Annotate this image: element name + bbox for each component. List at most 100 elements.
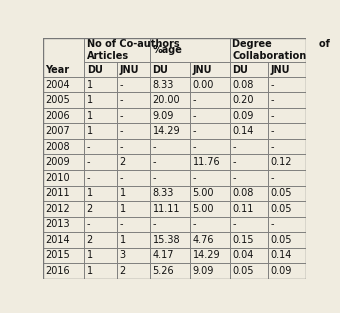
Bar bbox=[268, 170, 306, 186]
Bar bbox=[230, 77, 268, 92]
Text: 1: 1 bbox=[87, 250, 93, 260]
Bar bbox=[42, 263, 84, 279]
Text: -: - bbox=[192, 95, 196, 105]
Bar bbox=[268, 217, 306, 232]
Bar bbox=[117, 186, 150, 201]
Text: -: - bbox=[271, 126, 274, 136]
Text: -: - bbox=[153, 142, 156, 152]
Bar bbox=[84, 108, 117, 123]
Bar bbox=[190, 232, 230, 248]
Text: 11.11: 11.11 bbox=[153, 204, 180, 214]
Text: 0.08: 0.08 bbox=[232, 188, 254, 198]
Text: 0.12: 0.12 bbox=[271, 157, 292, 167]
Bar bbox=[230, 186, 268, 201]
Text: 2015: 2015 bbox=[45, 250, 70, 260]
Bar bbox=[190, 108, 230, 123]
Bar bbox=[190, 62, 230, 77]
Bar bbox=[268, 77, 306, 92]
Text: 2004: 2004 bbox=[45, 80, 70, 90]
Text: 0.14: 0.14 bbox=[232, 126, 254, 136]
Bar bbox=[230, 263, 268, 279]
Bar bbox=[150, 139, 190, 155]
Text: -: - bbox=[192, 142, 196, 152]
Text: 15.38: 15.38 bbox=[153, 235, 180, 245]
Text: 2010: 2010 bbox=[45, 173, 70, 183]
Text: -: - bbox=[192, 219, 196, 229]
Bar bbox=[150, 108, 190, 123]
Text: -: - bbox=[120, 95, 123, 105]
Text: DU: DU bbox=[87, 64, 103, 74]
Text: 2016: 2016 bbox=[45, 266, 70, 276]
Bar bbox=[42, 217, 84, 232]
Text: 0.11: 0.11 bbox=[232, 204, 254, 214]
Text: JNU: JNU bbox=[120, 64, 139, 74]
Text: 2012: 2012 bbox=[45, 204, 70, 214]
Text: 0.09: 0.09 bbox=[232, 111, 254, 121]
Text: DU: DU bbox=[153, 64, 169, 74]
Text: -: - bbox=[120, 219, 123, 229]
Text: 0.04: 0.04 bbox=[232, 250, 254, 260]
Bar bbox=[117, 263, 150, 279]
Bar bbox=[150, 232, 190, 248]
Bar bbox=[117, 62, 150, 77]
Bar bbox=[150, 77, 190, 92]
Text: 0.08: 0.08 bbox=[232, 80, 254, 90]
Bar bbox=[190, 77, 230, 92]
Bar bbox=[268, 248, 306, 263]
Text: -: - bbox=[271, 173, 274, 183]
Text: 2014: 2014 bbox=[45, 235, 70, 245]
Text: 1: 1 bbox=[120, 204, 126, 214]
Text: JNU: JNU bbox=[271, 64, 290, 74]
Bar bbox=[117, 217, 150, 232]
Text: Year: Year bbox=[45, 64, 69, 74]
Text: 1: 1 bbox=[87, 95, 93, 105]
Bar bbox=[84, 170, 117, 186]
Text: 20.00: 20.00 bbox=[153, 95, 180, 105]
Text: 9.09: 9.09 bbox=[153, 111, 174, 121]
Text: -: - bbox=[120, 126, 123, 136]
Bar bbox=[190, 170, 230, 186]
Bar bbox=[268, 263, 306, 279]
Bar bbox=[150, 170, 190, 186]
Bar bbox=[42, 38, 84, 77]
Bar bbox=[268, 186, 306, 201]
Text: 0.05: 0.05 bbox=[271, 235, 292, 245]
Text: 2: 2 bbox=[120, 266, 126, 276]
Bar bbox=[150, 38, 230, 62]
Bar bbox=[230, 170, 268, 186]
Text: No of Co-authors
Articles: No of Co-authors Articles bbox=[87, 39, 180, 61]
Bar bbox=[230, 217, 268, 232]
Text: 2: 2 bbox=[87, 204, 93, 214]
Text: 0.09: 0.09 bbox=[271, 266, 292, 276]
Bar bbox=[190, 263, 230, 279]
Bar bbox=[190, 139, 230, 155]
Bar bbox=[117, 232, 150, 248]
Bar bbox=[84, 123, 117, 139]
Text: 1: 1 bbox=[120, 235, 126, 245]
Text: 9.09: 9.09 bbox=[192, 266, 214, 276]
Text: -: - bbox=[120, 80, 123, 90]
Text: 5.00: 5.00 bbox=[192, 188, 214, 198]
Text: %age: %age bbox=[153, 45, 183, 55]
Bar bbox=[84, 217, 117, 232]
Text: 0.15: 0.15 bbox=[232, 235, 254, 245]
Bar bbox=[84, 139, 117, 155]
Text: 1: 1 bbox=[87, 126, 93, 136]
Bar bbox=[150, 123, 190, 139]
Text: -: - bbox=[271, 142, 274, 152]
Bar bbox=[150, 92, 190, 108]
Text: 1: 1 bbox=[87, 111, 93, 121]
Text: -: - bbox=[192, 111, 196, 121]
Text: 0.05: 0.05 bbox=[232, 266, 254, 276]
Text: 2011: 2011 bbox=[45, 188, 70, 198]
Bar bbox=[268, 62, 306, 77]
Text: 4.76: 4.76 bbox=[192, 235, 214, 245]
Text: DU: DU bbox=[232, 64, 248, 74]
Text: 8.33: 8.33 bbox=[153, 80, 174, 90]
Bar bbox=[230, 248, 268, 263]
Bar bbox=[84, 232, 117, 248]
Text: 2: 2 bbox=[120, 157, 126, 167]
Text: -: - bbox=[87, 219, 90, 229]
Bar bbox=[42, 232, 84, 248]
Bar bbox=[117, 77, 150, 92]
